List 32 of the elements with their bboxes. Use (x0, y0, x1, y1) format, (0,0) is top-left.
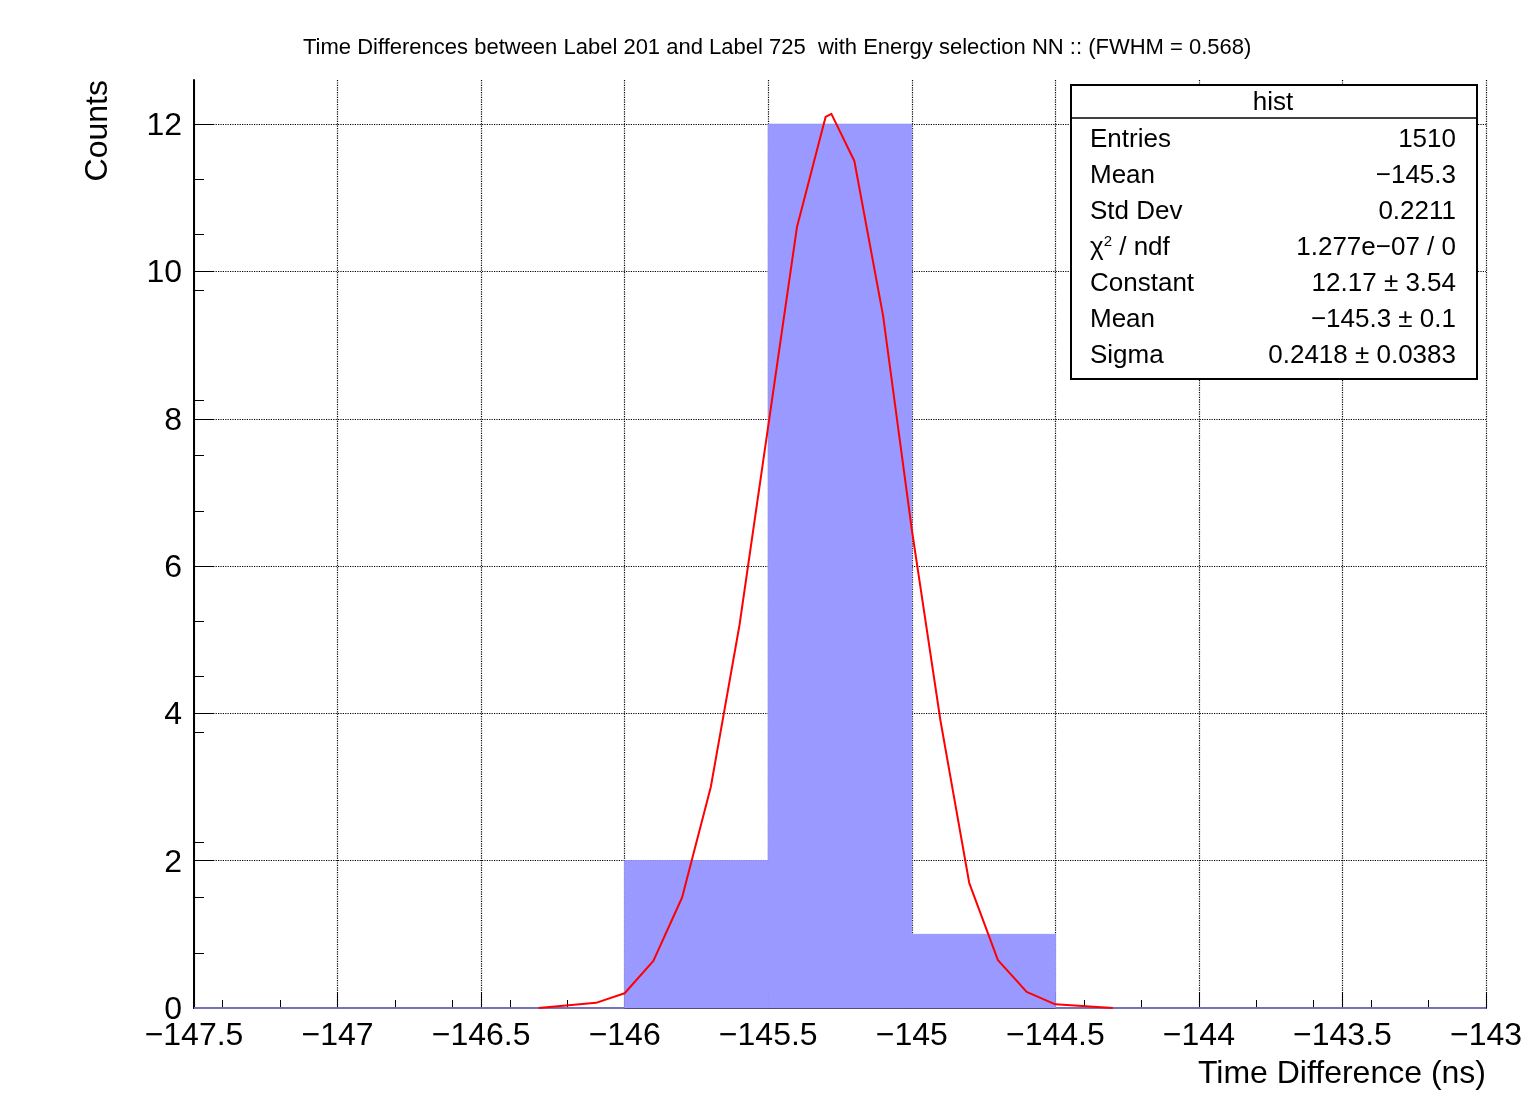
y-tick-label: 4 (164, 695, 182, 732)
annotation: 0.2418 ± 0.0383 (1268, 339, 1456, 369)
annotation: Constant (1090, 267, 1195, 297)
y-tick-label: 6 (164, 548, 182, 585)
annotation: Std Dev (1090, 195, 1183, 225)
annotation: hist (1252, 86, 1294, 116)
annotation: Sigma (1090, 339, 1165, 369)
x-tick-label: −143 (1449, 1016, 1523, 1052)
chart-title: Time Differences between Label 201 and Label 725 with Energy selection NN :: (FWHM = 0.568) (303, 33, 1252, 59)
x-tick-label: −146.5 (431, 1016, 531, 1052)
y-tick-label: 2 (164, 842, 182, 879)
annotation: Entries (1090, 123, 1171, 153)
annotation: 12.17 ± 3.54 (1311, 267, 1456, 297)
annotation: Mean (1090, 303, 1156, 333)
x-tick-label: −144.5 (1005, 1016, 1105, 1052)
annotation: 1.277e−07 / 0 (1296, 231, 1456, 261)
annotation: Mean (1090, 159, 1156, 189)
x-axis-title: Time Difference (ns) (1197, 1054, 1486, 1090)
annotation: −145.3 ± 0.1 (1310, 303, 1456, 333)
x-tick-label: −143.5 (1293, 1016, 1392, 1052)
y-axis-title: Counts (78, 80, 114, 182)
annotation: −145.3 (1375, 159, 1456, 189)
annotation: 0.2211 (1378, 195, 1456, 225)
annotation: 1510 (1398, 123, 1456, 153)
x-tick-label: −145 (875, 1016, 948, 1052)
x-tick-label: −144 (1162, 1016, 1235, 1052)
y-tick-label: 10 (146, 253, 182, 290)
x-tick-label: −147 (301, 1016, 374, 1052)
x-tick-label: −145.5 (718, 1016, 818, 1052)
x-tick-label: −146 (588, 1016, 661, 1052)
y-tick-label: 8 (164, 400, 182, 437)
y-tick-label: 12 (146, 106, 182, 143)
